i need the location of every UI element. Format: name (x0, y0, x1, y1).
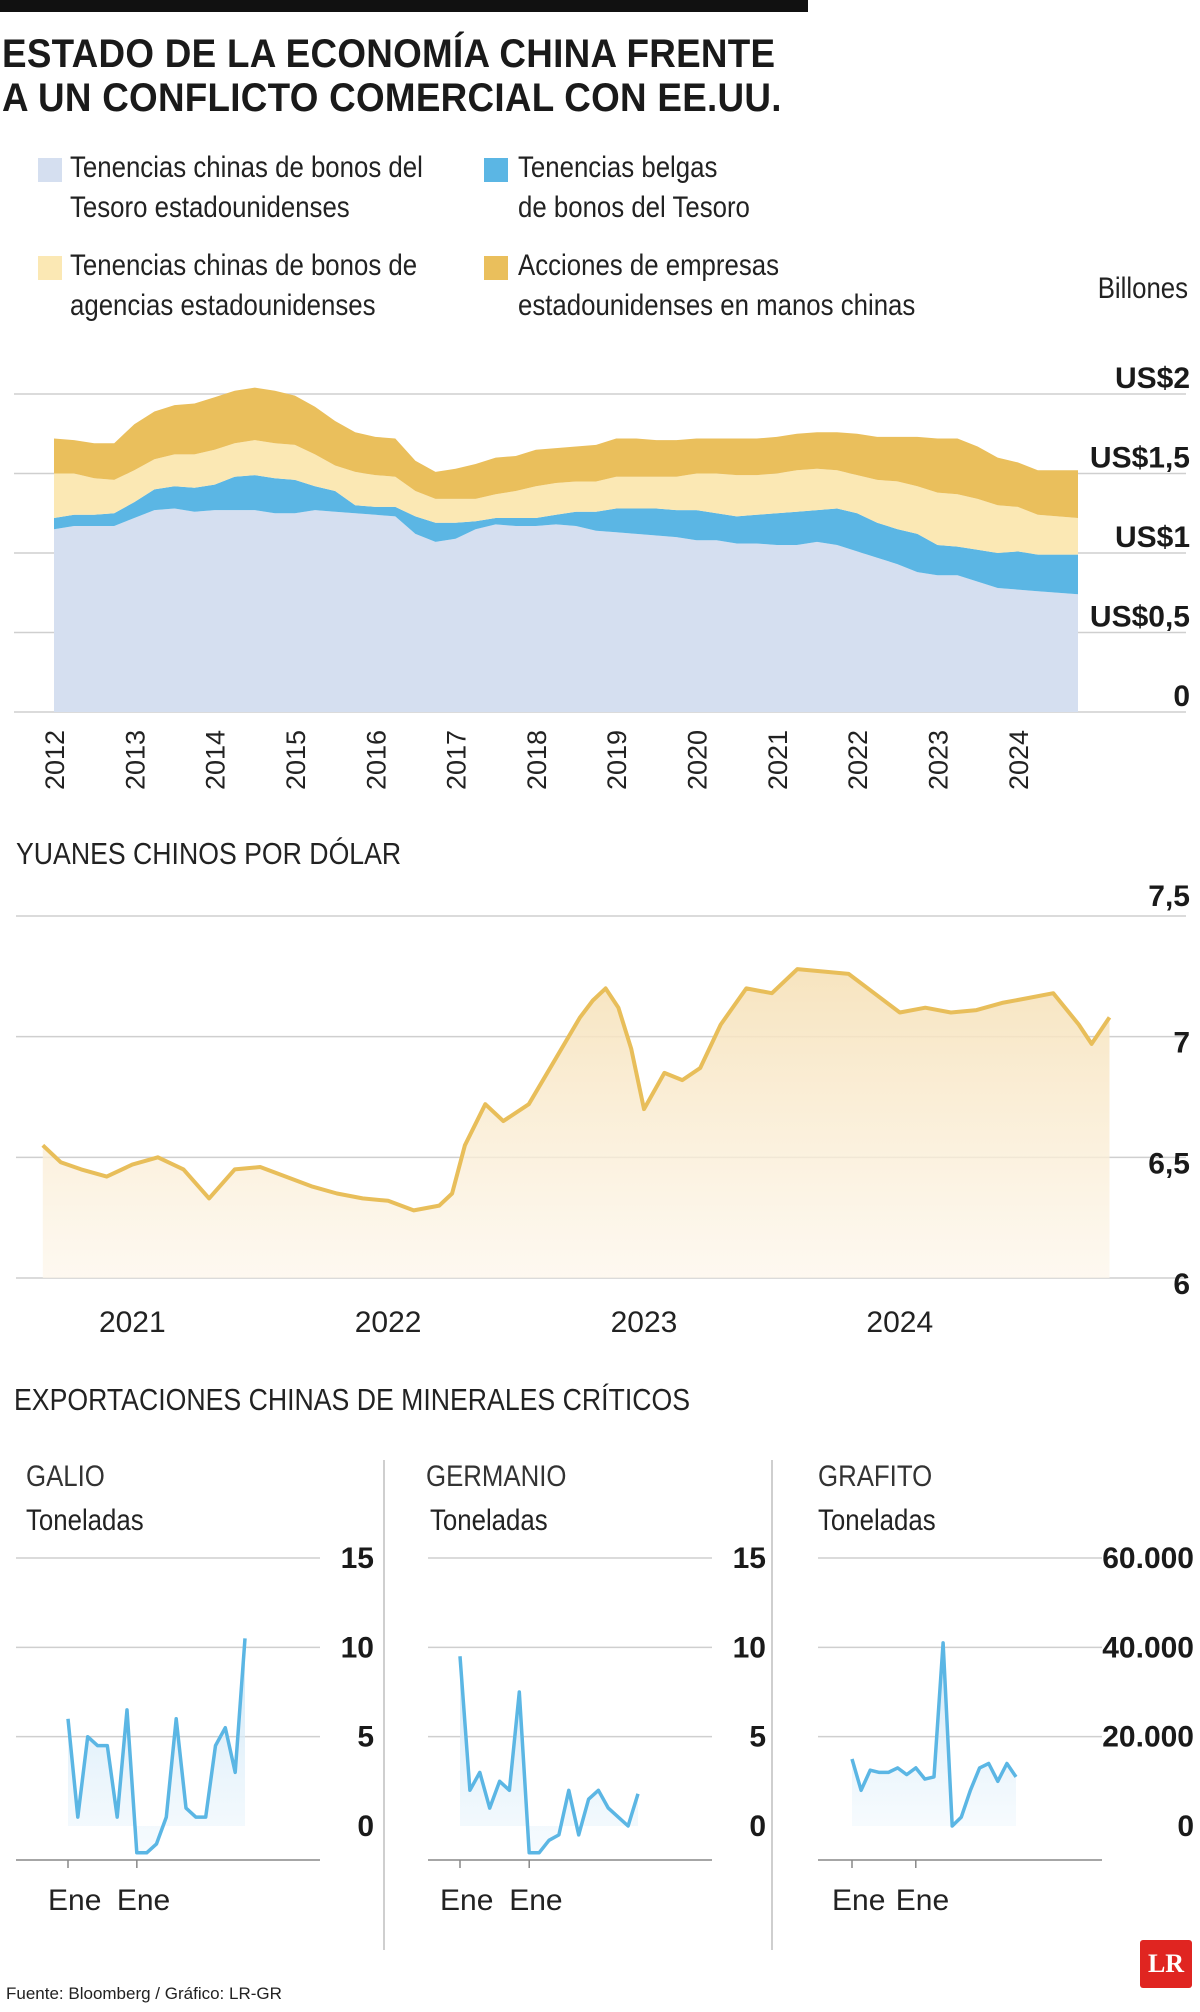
x-tick-label: 2024 (866, 1306, 933, 1339)
legend-label-china-agency: Tenencias chinas de bonos de agencias es… (70, 246, 417, 326)
mineral-line-2 (458, 1656, 640, 1855)
legend-label-line: Tenencias chinas de bonos del (70, 151, 423, 184)
panel-title-galio: GALIO (26, 1460, 105, 1493)
x-tick-label: 2023 (923, 730, 953, 790)
y-tick-label: 7 (1173, 1027, 1190, 1060)
page-title: ESTADO DE LA ECONOMÍA CHINA FRENTE A UN … (2, 32, 782, 120)
x-tick-label: 2022 (355, 1306, 422, 1339)
page-title-line1: ESTADO DE LA ECONOMÍA CHINA FRENTE (2, 32, 776, 76)
mineral-line-1 (66, 1638, 247, 1855)
legend-label-line: de bonos del Tesoro (518, 191, 750, 224)
legend-label-belgium-treasury: Tenencias belgas de bonos del Tesoro (518, 148, 750, 228)
x-tick-label: 2019 (602, 730, 632, 790)
legend-label-line: Tenencias chinas de bonos de (70, 249, 418, 282)
yuan-area (42, 969, 1110, 1278)
legend-label-line: Acciones de empresas (518, 249, 780, 282)
y-tick-label: 60.000 (1102, 1542, 1194, 1575)
mineral-area-3 (852, 1642, 1016, 1826)
area-series-4 (54, 387, 1078, 518)
y-tick-label: 5 (749, 1721, 766, 1754)
legend-label-line: estadounidenses en manos chinas (518, 289, 916, 322)
source-note: Fuente: Bloomberg / Gráfico: LR-GR (6, 1984, 282, 2003)
y-tick-label: 0 (1173, 680, 1190, 713)
panel-title-grafito: GRAFITO (818, 1460, 933, 1493)
panel-divider (383, 1460, 385, 1950)
x-tick-label: Ene (832, 1884, 885, 1917)
mineral-area-1 (68, 1638, 245, 1853)
y-tick-label: 5 (357, 1721, 374, 1754)
top-rule (0, 0, 808, 12)
y-tick-label: 7,5 (1148, 880, 1190, 913)
x-tick-label: 2021 (763, 730, 793, 790)
x-tick-label: 2018 (522, 730, 552, 790)
y-tick-label: 6 (1173, 1268, 1190, 1301)
y-tick-label: 0 (1177, 1810, 1194, 1843)
y-tick-label: 20.000 (1102, 1721, 1194, 1754)
minerals-line-charts: 051015Ene2023Ene2024051015Ene2023Ene2024… (16, 1542, 1194, 1917)
y-tick-label: 10 (341, 1631, 374, 1664)
x-tick-label: 2013 (120, 730, 150, 790)
legend-label-line: Tesoro estadounidenses (70, 191, 350, 224)
panel-unit-germanio: Toneladas (430, 1504, 548, 1537)
x-tick-label: 2021 (99, 1306, 166, 1339)
y-tick-label: 15 (341, 1542, 374, 1575)
legend-label-china-treasury: Tenencias chinas de bonos del Tesoro est… (70, 148, 423, 228)
holdings-area-chart: 0 US$0,5 US$1 US$1,5 US$2 2012 2013 2014 2015 201… (14, 362, 1190, 790)
y-tick-label: US$1 (1115, 521, 1190, 554)
page-title-line2: A UN CONFLICTO COMERCIAL CON EE.UU. (2, 76, 782, 120)
area-series-1 (54, 508, 1078, 712)
panel-unit-galio: Toneladas (26, 1504, 144, 1537)
x-tick-label: 2012 (40, 730, 70, 790)
y-tick-label: 0 (357, 1810, 374, 1843)
x-tick-label: 2017 (442, 730, 472, 790)
y-tick-label: US$0,5 (1090, 601, 1190, 634)
legend-label-line: Tenencias belgas (518, 151, 718, 184)
legend-label-china-stocks: Acciones de empresas estadounidenses en … (518, 246, 915, 326)
x-tick-label: 2015 (281, 730, 311, 790)
x-tick-label: Ene (896, 1884, 949, 1917)
panel-title-germanio: GERMANIO (426, 1460, 567, 1493)
legend-swatch-china-stocks (484, 256, 508, 280)
x-tick-label: Ene (509, 1884, 562, 1917)
yuan-line-chart: 6 6,5 7 7,5 2021 2022 2023 2024 (16, 880, 1190, 1339)
area-series-3 (54, 440, 1078, 555)
x-tick-label: 2020 (683, 730, 713, 790)
x-tick-label: 2023 (611, 1306, 678, 1339)
x-tick-label: Ene (117, 1884, 170, 1917)
area-series-2 (54, 475, 1078, 595)
mineral-line-3 (850, 1641, 1018, 1828)
holdings-unit-label: Billones (1097, 272, 1188, 305)
yuan-section-title: YUANES CHINOS POR DÓLAR (16, 836, 402, 871)
y-tick-label: 0 (749, 1810, 766, 1843)
x-tick-label: 2024 (1004, 730, 1034, 790)
y-tick-label: 10 (733, 1631, 766, 1664)
legend-label-line: agencias estadounidenses (70, 289, 376, 322)
panel-divider (771, 1460, 773, 1950)
legend-swatch-belgium-treasury (484, 158, 508, 182)
y-tick-label: US$1,5 (1090, 442, 1190, 475)
y-tick-label: 15 (733, 1542, 766, 1575)
x-tick-label: Ene (48, 1884, 101, 1917)
x-tick-label: 2014 (201, 730, 231, 790)
x-tick-label: 2022 (843, 730, 873, 790)
y-tick-label: 6,5 (1148, 1147, 1190, 1180)
x-tick-label: 2016 (361, 730, 391, 790)
lr-logo: LR (1140, 1940, 1192, 1988)
legend-swatch-china-treasury (38, 158, 62, 182)
y-tick-label: US$2 (1115, 362, 1190, 395)
minerals-section-title: EXPORTACIONES CHINAS DE MINERALES CRÍTIC… (14, 1382, 691, 1417)
yuan-line (41, 967, 1112, 1213)
panel-unit-grafito: Toneladas (818, 1504, 936, 1537)
mineral-area-2 (460, 1656, 638, 1853)
y-tick-label: 40.000 (1102, 1631, 1194, 1664)
x-tick-label: Ene (440, 1884, 493, 1917)
legend-swatch-china-agency (38, 256, 62, 280)
